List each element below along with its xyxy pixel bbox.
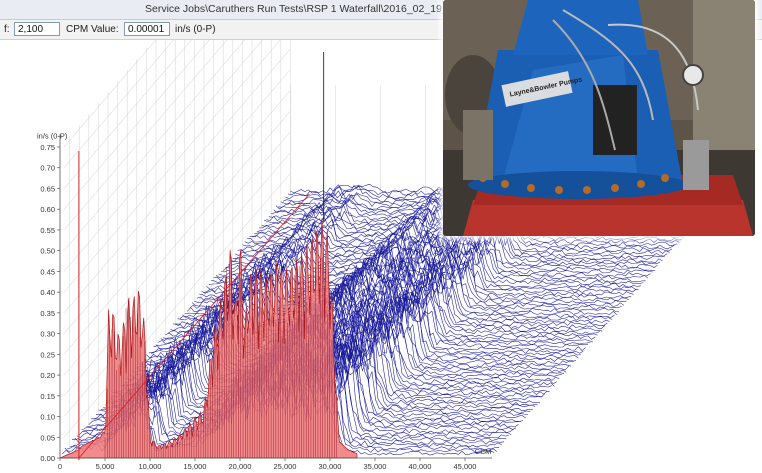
amplitude-value-input[interactable] <box>124 22 170 36</box>
background-trace <box>196 249 629 302</box>
background-trace <box>199 255 632 299</box>
value-label: Value: <box>91 24 119 35</box>
y-tick-label: 0.10 <box>40 413 55 422</box>
y-tick-label: 0.55 <box>40 226 55 235</box>
background-trace <box>223 231 656 272</box>
frequency-cursor <box>78 151 310 460</box>
y-tick-label: 0.30 <box>40 330 55 339</box>
grid-line <box>63 69 291 334</box>
x-tick-label: 35,000 <box>364 462 387 471</box>
cpm-unit-label: CPM <box>66 24 89 35</box>
y-tick-label: 0.35 <box>40 309 55 318</box>
x-tick-label: 20,000 <box>229 462 252 471</box>
grid-line <box>63 40 263 272</box>
y-tick-label: 0.45 <box>40 267 55 276</box>
grid-line <box>63 90 291 355</box>
y-tick-label: 0.05 <box>40 433 55 442</box>
grid-line <box>63 193 291 459</box>
y-tick-label: 0.75 <box>40 143 55 152</box>
x-tick-label: 10,000 <box>139 462 162 471</box>
background-trace <box>232 224 665 260</box>
background-trace <box>134 302 567 373</box>
y-tick-label: 0.50 <box>40 247 55 256</box>
background-trace <box>151 292 584 354</box>
grid-line <box>63 131 291 396</box>
frequency-label: f: <box>4 24 10 35</box>
pump-photo-inset: Layne&Bowler Pumps <box>443 0 755 236</box>
y-tick-label: 0.20 <box>40 371 55 380</box>
background-trace <box>141 297 574 365</box>
background-trace <box>127 313 560 382</box>
y-tick-label: 0.15 <box>40 392 55 401</box>
y-tick-label: 0.40 <box>40 288 55 297</box>
x-tick-label: 30,000 <box>319 462 342 471</box>
grid-line <box>63 48 291 314</box>
grid-line <box>63 40 245 251</box>
grid-line <box>63 173 291 438</box>
y-tick-label: 0.65 <box>40 184 55 193</box>
x-tick-label: 40,000 <box>409 462 432 471</box>
y-axis-label: in/s (0-P) <box>37 132 68 141</box>
grid-line <box>63 40 281 293</box>
grid-line <box>63 40 157 148</box>
background-trace <box>215 234 649 280</box>
plot-3d-grid <box>59 40 696 459</box>
y-tick-label: 0.70 <box>40 164 55 173</box>
vertical-pump-photo <box>443 0 755 236</box>
x-tick-label: 15,000 <box>184 462 207 471</box>
background-trace <box>218 238 651 277</box>
amplitude-units-label: in/s (0-P) <box>175 24 216 35</box>
background-trace <box>136 299 570 371</box>
grid-line <box>63 40 228 231</box>
frequency-input[interactable] <box>14 22 60 36</box>
front-spectrum <box>59 218 358 459</box>
y-tick-label: 0.00 <box>40 454 55 463</box>
y-tick-label: 0.60 <box>40 205 55 214</box>
plot-axes: 0.00 0.05 0.10 0.15 0.20 0.25 0.30 0.35 0.40 0.45… <box>37 52 492 471</box>
x-tick-label: 25,000 <box>274 462 297 471</box>
cursor-depth-line <box>78 193 310 459</box>
background-trace <box>175 274 608 327</box>
grid-line <box>63 40 192 189</box>
y-tick-label: 0.25 <box>40 350 55 359</box>
x-tick-label: 5,000 <box>96 462 115 471</box>
x-axis-label: CPM <box>475 447 492 456</box>
grid-line <box>63 40 174 168</box>
x-tick-label: 45,000 <box>454 462 477 471</box>
grid-line <box>63 110 291 376</box>
background-trace <box>139 297 572 368</box>
background-trace <box>201 248 634 297</box>
background-trace <box>227 224 661 266</box>
grid-line <box>63 152 291 417</box>
grid-line <box>63 40 210 210</box>
background-trace <box>206 248 639 291</box>
x-tick-label: 0 <box>58 462 62 471</box>
